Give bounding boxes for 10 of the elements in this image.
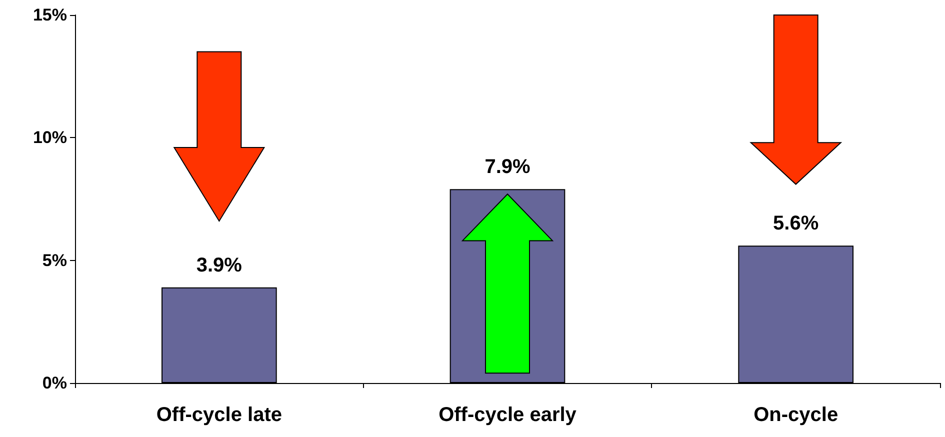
x-tick-label: On-cycle [754,404,838,426]
y-tick-label: 10% [32,128,67,148]
y-tick-label: 15% [32,6,67,24]
y-tick-label: 5% [42,250,67,270]
data-label: 3.9% [196,254,242,276]
data-label: 5.6% [773,212,819,235]
data-label: 7.9% [484,156,531,178]
y-tick-label: 0% [42,374,67,392]
x-tick-label: Off-cycle early [438,404,578,426]
x-tick-label: Off-cycle late [156,404,282,426]
